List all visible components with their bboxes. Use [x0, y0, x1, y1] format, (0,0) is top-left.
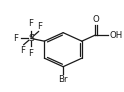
Text: F: F	[37, 22, 42, 31]
Text: OH: OH	[109, 31, 123, 40]
Text: Br: Br	[58, 75, 68, 84]
Text: F: F	[20, 46, 25, 55]
Text: S: S	[28, 34, 34, 43]
Text: F: F	[29, 19, 33, 28]
Text: F: F	[13, 34, 18, 43]
Text: F: F	[29, 49, 33, 58]
Text: O: O	[93, 15, 99, 24]
